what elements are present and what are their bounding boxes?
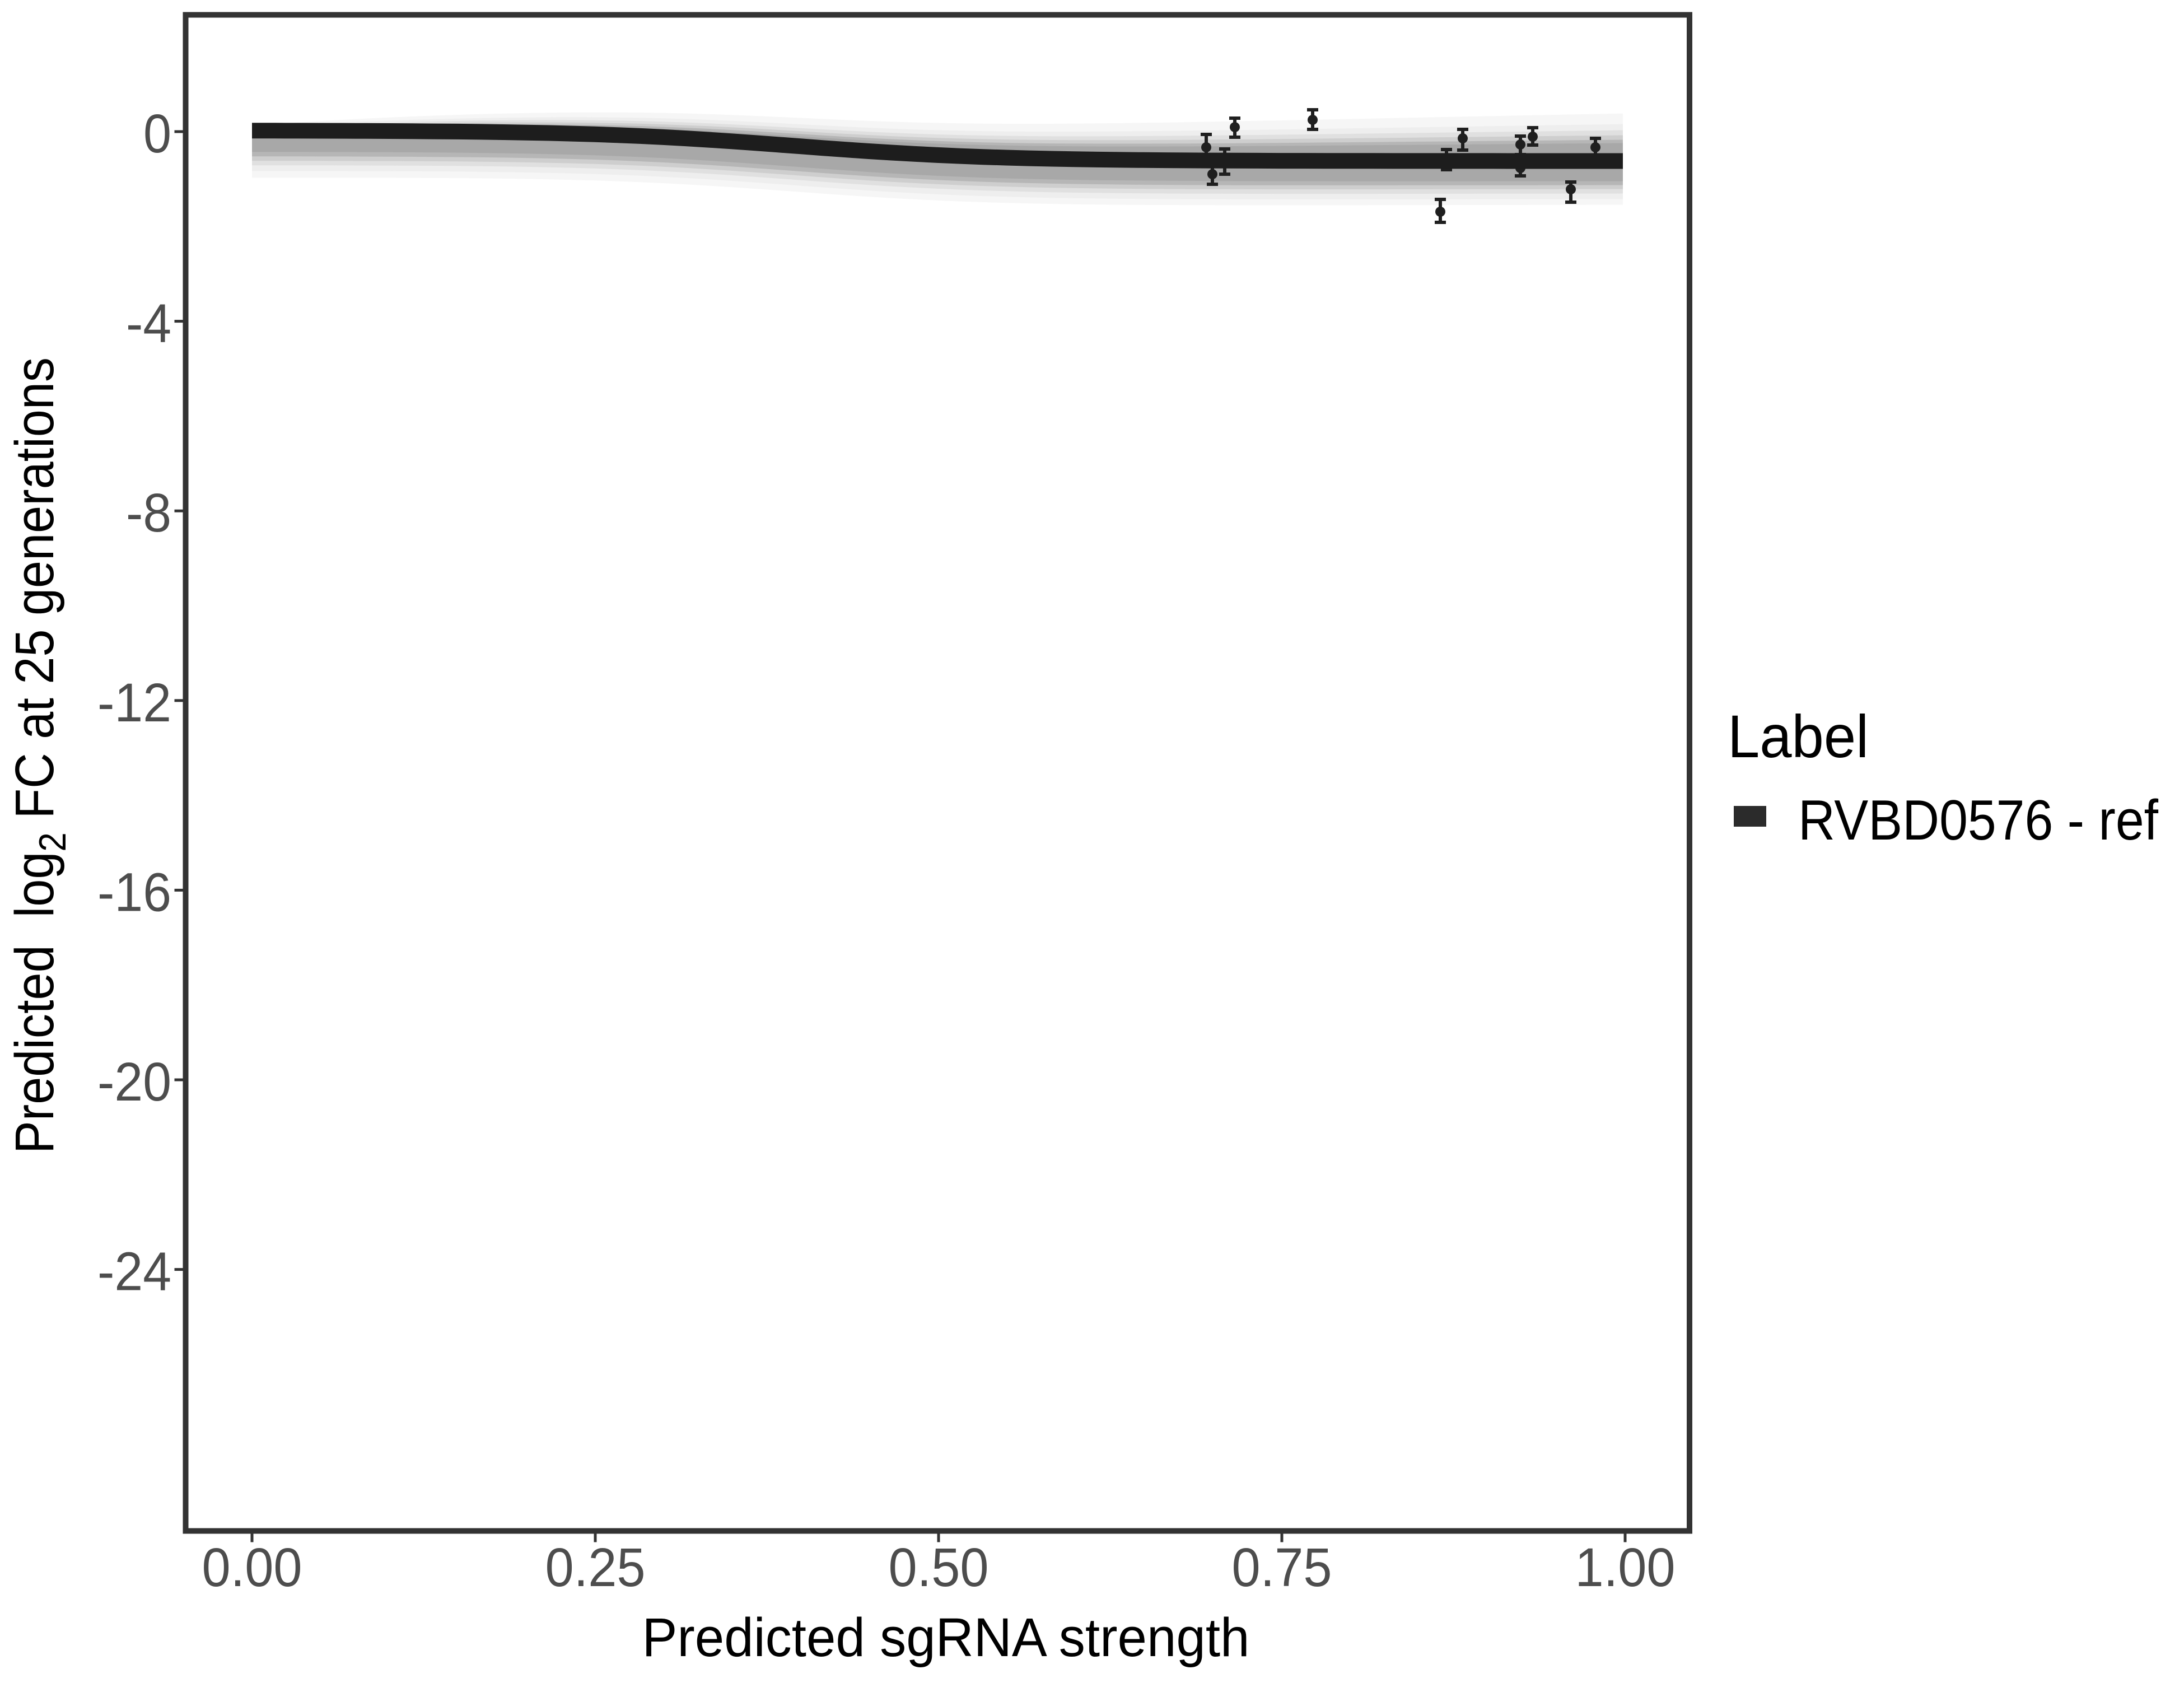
svg-text:1.00: 1.00 <box>1575 1537 1676 1598</box>
svg-text:0.50: 0.50 <box>889 1537 989 1598</box>
svg-text:-16: -16 <box>97 861 171 922</box>
svg-text:FC at 25 generations: FC at 25 generations <box>4 357 65 832</box>
svg-text:Predicted log: Predicted log <box>4 852 65 1154</box>
svg-text:-20: -20 <box>97 1051 171 1112</box>
svg-text:-24: -24 <box>97 1241 171 1302</box>
svg-text:2: 2 <box>31 832 74 851</box>
svg-text:RVBD0576 - ref: RVBD0576 - ref <box>1798 789 2159 852</box>
svg-text:-8: -8 <box>126 482 171 543</box>
svg-text:-4: -4 <box>126 293 171 354</box>
svg-text:0: 0 <box>143 103 171 164</box>
svg-text:0.75: 0.75 <box>1232 1537 1332 1598</box>
svg-text:0.25: 0.25 <box>545 1537 646 1598</box>
svg-text:Label: Label <box>1728 702 1869 770</box>
svg-text:0.00: 0.00 <box>202 1537 302 1598</box>
svg-text:Predicted sgRNA strength: Predicted sgRNA strength <box>642 1607 1250 1668</box>
svg-text:-12: -12 <box>97 672 171 733</box>
